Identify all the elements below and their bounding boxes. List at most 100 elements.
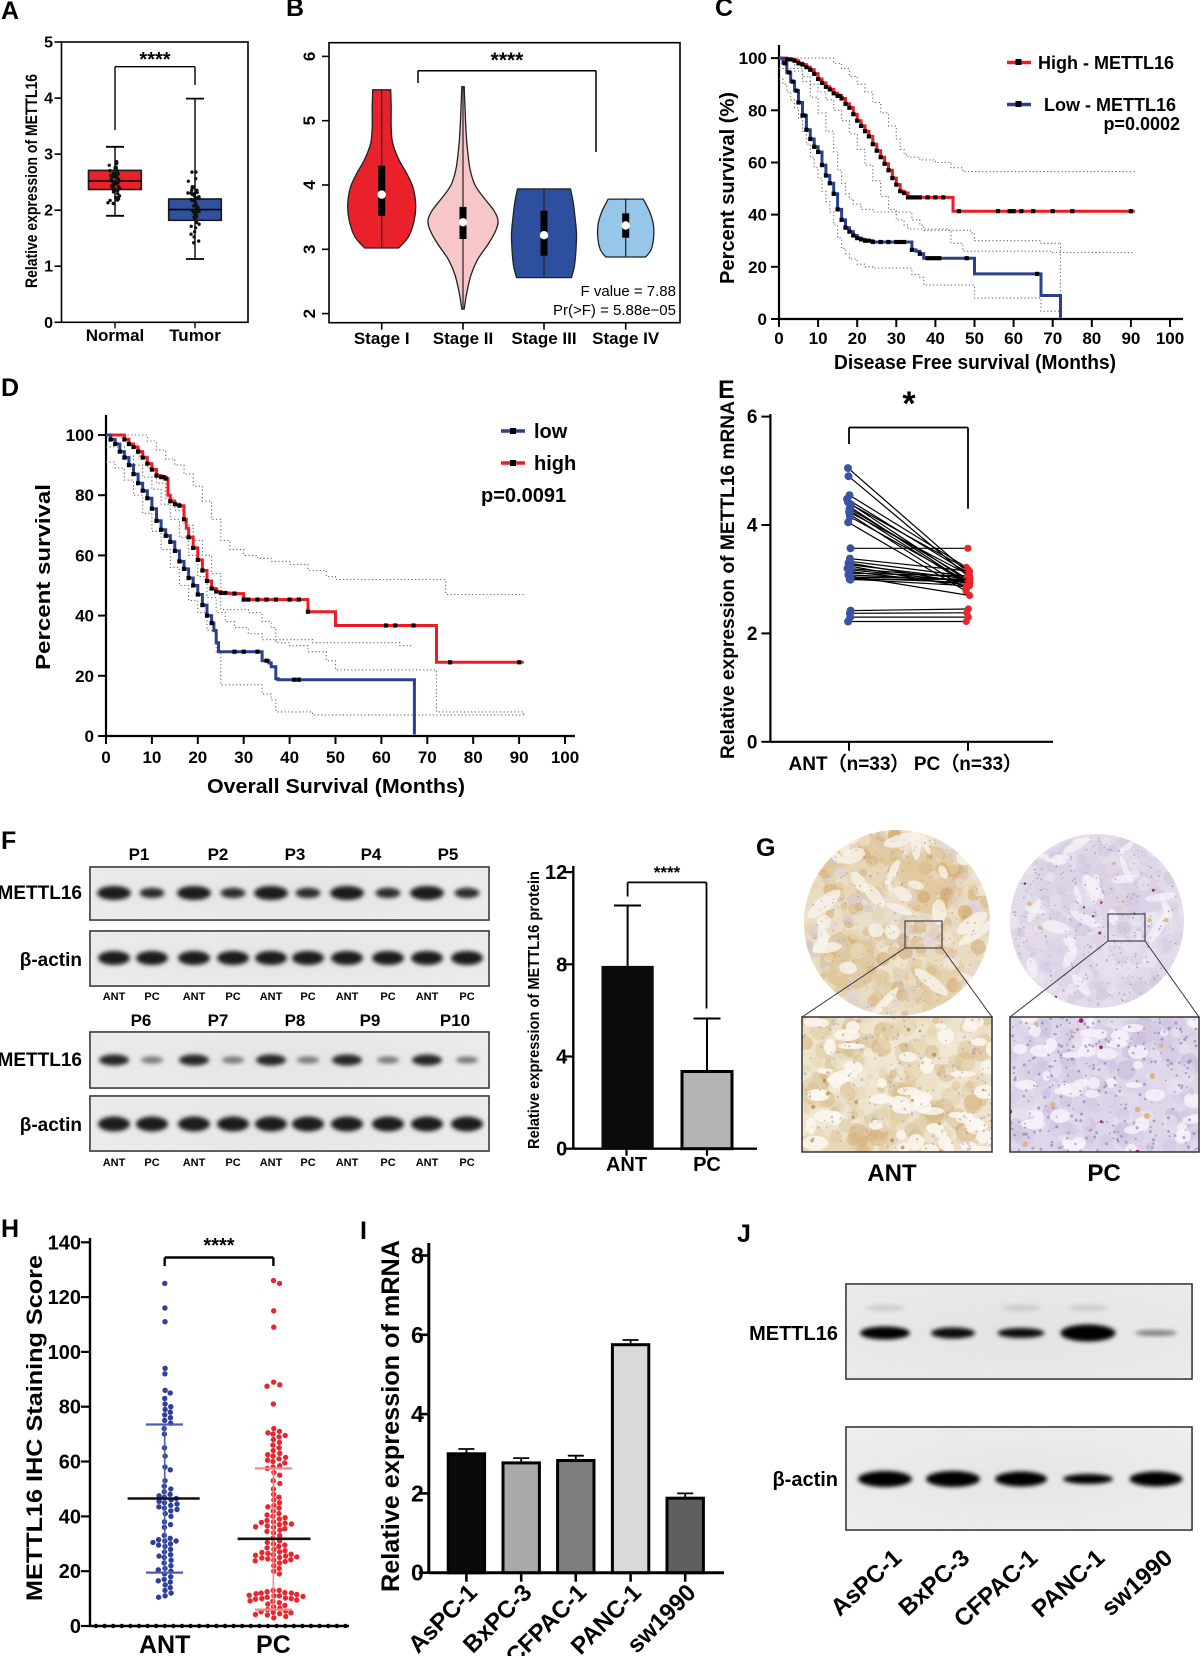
svg-text:Low - METTL16: Low - METTL16 — [1044, 95, 1176, 115]
svg-text:4: 4 — [411, 1401, 424, 1427]
svg-text:Relative expression of METTL16: Relative expression of METTL16 protein — [526, 871, 543, 1149]
svg-text:8: 8 — [556, 954, 567, 976]
svg-text:PC: PC — [380, 991, 395, 1003]
svg-text:10: 10 — [142, 748, 161, 767]
svg-text:****: **** — [654, 863, 681, 882]
svg-text:6: 6 — [747, 407, 758, 428]
svg-text:100: 100 — [66, 426, 94, 445]
svg-text:0: 0 — [85, 727, 94, 746]
svg-text:ANT: ANT — [260, 991, 283, 1003]
svg-text:20: 20 — [59, 1561, 81, 1583]
svg-text:50: 50 — [965, 329, 984, 348]
svg-text:30: 30 — [887, 329, 906, 348]
svg-text:20: 20 — [188, 748, 207, 767]
svg-text:METTL16: METTL16 — [749, 1323, 838, 1345]
svg-text:METTL16: METTL16 — [0, 883, 82, 904]
svg-text:ANT: ANT — [606, 1154, 647, 1176]
svg-text:ANT: ANT — [139, 1631, 190, 1656]
svg-text:90: 90 — [510, 748, 529, 767]
svg-text:3: 3 — [300, 245, 319, 254]
svg-text:100: 100 — [739, 49, 767, 68]
svg-text:0: 0 — [44, 315, 53, 332]
svg-text:5: 5 — [44, 35, 53, 52]
svg-text:PC: PC — [380, 1157, 395, 1169]
svg-text:low: low — [534, 421, 568, 443]
svg-text:30: 30 — [234, 748, 253, 767]
svg-text:Stage III: Stage III — [511, 329, 576, 348]
svg-text:****: **** — [139, 49, 170, 71]
svg-text:*: * — [902, 385, 916, 423]
svg-text:Relative expression of METTL16: Relative expression of METTL16 mRNA — [718, 401, 739, 759]
svg-text:4: 4 — [44, 91, 53, 108]
svg-text:ANT: ANT — [336, 991, 359, 1003]
svg-text:0: 0 — [101, 748, 110, 767]
svg-text:70: 70 — [1043, 329, 1062, 348]
svg-text:40: 40 — [75, 607, 94, 626]
svg-text:2: 2 — [411, 1480, 424, 1506]
svg-text:60: 60 — [748, 154, 767, 173]
svg-text:METTL16 IHC Staining Score: METTL16 IHC Staining Score — [22, 1255, 47, 1601]
svg-text:PANC-1: PANC-1 — [1027, 1544, 1110, 1623]
svg-text:20: 20 — [748, 258, 767, 277]
svg-text:Tumor: Tumor — [169, 326, 221, 345]
svg-text:80: 80 — [1082, 329, 1101, 348]
svg-text:140: 140 — [48, 1232, 81, 1254]
svg-text:Normal: Normal — [86, 326, 145, 345]
svg-text:40: 40 — [59, 1506, 81, 1528]
svg-text:0: 0 — [747, 732, 758, 753]
svg-text:20: 20 — [75, 667, 94, 686]
svg-text:40: 40 — [280, 748, 299, 767]
svg-text:PC: PC — [300, 991, 315, 1003]
svg-text:P10: P10 — [440, 1011, 470, 1030]
svg-text:P5: P5 — [438, 845, 459, 864]
svg-text:100: 100 — [1156, 329, 1184, 348]
svg-text:0: 0 — [556, 1139, 567, 1161]
svg-text:PC: PC — [256, 1631, 291, 1656]
svg-text:10: 10 — [809, 329, 828, 348]
svg-text:120: 120 — [48, 1287, 81, 1309]
svg-text:0: 0 — [774, 329, 783, 348]
svg-text:Stage I: Stage I — [354, 329, 410, 348]
svg-text:PC: PC — [144, 991, 159, 1003]
svg-text:60: 60 — [1004, 329, 1023, 348]
svg-text:J: J — [737, 1220, 751, 1248]
svg-text:Disease Free survival (Months): Disease Free survival (Months) — [834, 352, 1116, 374]
svg-text:PC: PC — [459, 1157, 474, 1169]
svg-text:P7: P7 — [208, 1011, 229, 1030]
svg-text:ANT: ANT — [103, 991, 126, 1003]
svg-text:PC: PC — [225, 991, 240, 1003]
svg-text:I: I — [360, 1217, 367, 1245]
svg-text:sw1990: sw1990 — [1096, 1544, 1178, 1621]
svg-text:****: **** — [203, 1235, 234, 1257]
svg-text:Percent survival: Percent survival — [33, 484, 55, 670]
svg-text:****: **** — [491, 49, 525, 72]
svg-text:p=0.0091: p=0.0091 — [481, 485, 566, 507]
svg-text:Overall Survival (Months): Overall Survival (Months) — [207, 776, 465, 798]
svg-text:0: 0 — [411, 1560, 424, 1586]
svg-text:Percent survival (%): Percent survival (%) — [717, 92, 739, 284]
svg-text:20: 20 — [848, 329, 867, 348]
svg-text:80: 80 — [59, 1397, 81, 1419]
svg-text:4: 4 — [556, 1047, 568, 1069]
svg-text:P8: P8 — [285, 1011, 306, 1030]
svg-text:ANT（n=33）: ANT（n=33） — [789, 752, 910, 775]
svg-text:60: 60 — [59, 1452, 81, 1474]
svg-text:2: 2 — [747, 624, 758, 645]
svg-text:PC: PC — [1087, 1160, 1120, 1187]
svg-text:PC（n=33）: PC（n=33） — [914, 752, 1022, 775]
svg-text:METTL16: METTL16 — [0, 1050, 82, 1071]
svg-text:Stage II: Stage II — [433, 329, 493, 348]
svg-text:6: 6 — [300, 52, 319, 61]
svg-text:ANT: ANT — [183, 991, 206, 1003]
svg-text:ANT: ANT — [183, 1157, 206, 1169]
svg-text:B: B — [286, 0, 304, 22]
svg-text:High - METTL16: High - METTL16 — [1038, 53, 1174, 73]
svg-text:AsPC-1: AsPC-1 — [826, 1544, 908, 1621]
svg-text:PC: PC — [144, 1157, 159, 1169]
svg-text:Stage IV: Stage IV — [592, 329, 660, 348]
svg-text:E: E — [718, 376, 735, 404]
svg-text:90: 90 — [1121, 329, 1140, 348]
svg-text:F: F — [1, 827, 16, 855]
svg-text:6: 6 — [411, 1322, 424, 1348]
svg-text:80: 80 — [75, 486, 94, 505]
